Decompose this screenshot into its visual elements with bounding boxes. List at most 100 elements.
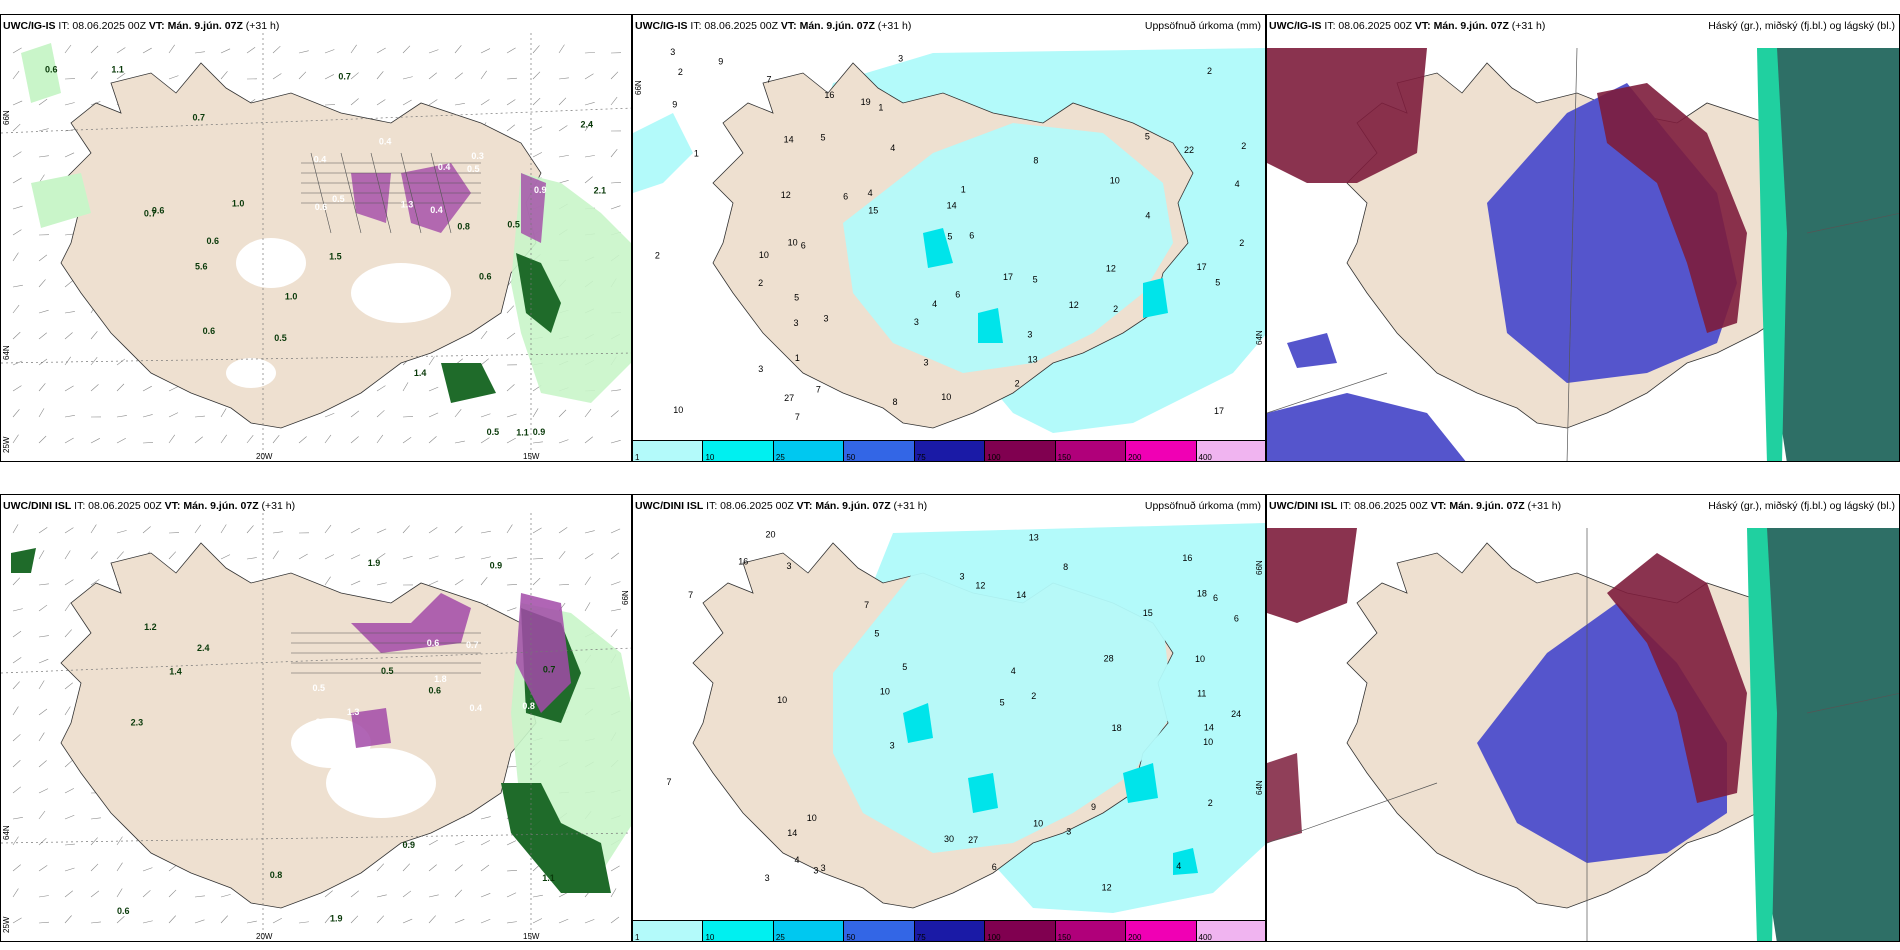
wind-barb [324,890,333,898]
wind-barb [220,408,227,418]
wind-barb [272,550,279,560]
wind-barb [532,71,541,80]
wind-barb [90,579,100,586]
value-label: 2 [1207,66,1212,76]
value-label: 15 [1143,608,1153,618]
wind-barb [402,416,414,418]
wind-barb [12,760,21,768]
wind-barb [584,102,595,106]
wind-barb [610,608,621,612]
wind-barb [38,604,48,612]
wind-barb [116,358,126,366]
value-label: 7 [816,384,821,394]
wind-barb [168,75,179,80]
wind-barb [90,524,97,534]
wind-barb [12,864,21,872]
wind-barb [454,72,463,80]
value-label: 0.5 [312,683,325,693]
value-label: 6 [992,862,997,872]
wind-barb [506,305,514,314]
wind-barb [506,892,517,898]
colorbar-tick: 10 [705,453,715,462]
wind-barb [402,918,413,924]
wind-barb [116,437,126,444]
wind-barb [350,890,359,898]
graticule [1,513,631,941]
wind-barb [12,524,19,534]
wind-barb [454,889,463,898]
value-label: 4 [932,299,937,309]
wind-barb [64,311,75,314]
precip-dark-green [501,783,611,893]
wind-barb [12,681,20,690]
wind-barb [428,412,439,418]
value-label: 2.3 [131,717,144,727]
glacier [226,358,276,388]
colorbar-cell: 10 [703,921,774,941]
wind-barb [376,47,386,54]
value-label: 2 [758,278,763,288]
wind-barb [168,889,177,898]
precip-dark-green [516,253,561,333]
value-label: 5 [821,132,826,142]
wind-barb [376,894,387,898]
wind-barb [480,864,490,872]
colorbar-cell: 25 [773,921,845,941]
precip-purple [351,708,391,748]
value-label: 0.7 [543,665,556,675]
value-label: 7 [666,777,671,787]
wind-barb [12,706,19,716]
panel-title: Háský (gr.), miðský (fj.bl.) og lágský (… [1708,20,1895,32]
wind-barb [558,125,568,132]
wind-barb [428,894,439,898]
wind-barb [64,527,74,534]
wind-barb [12,252,19,262]
wind-barb [64,550,71,560]
wind-barb [220,524,227,534]
value-label: 1.0 [285,292,298,302]
value-label: 0.8 [270,870,283,880]
wind-barb [376,385,386,392]
purple-label-layer: 0.4 0.3 0.9 1.3 0.4 0.5 0.4 0.5 0.6 0.4 [314,137,547,215]
colorbar-tick: 25 [775,453,785,462]
low-cloud [1762,48,1899,461]
value-label: 7 [767,74,772,84]
wind-barb [558,892,568,898]
value-label: 2 [1031,691,1036,701]
wind-barb [90,45,99,54]
value-label: 1 [961,184,966,194]
value-label: 2 [1015,379,1020,389]
wind-barb [454,103,465,106]
value-label: 0.4 [430,205,443,215]
value-label: 10 [941,392,951,402]
wind-barb [610,149,618,158]
value-label: 0.5 [467,164,480,174]
value-label: 10 [673,405,683,415]
value-label: 3 [758,364,763,374]
lon-label: 15W [523,932,540,941]
value-label: 12 [1106,263,1116,273]
wind-barb [610,389,621,392]
wind-barb [90,71,98,80]
lon-label: 20W [256,452,273,461]
value-label: 3 [959,571,964,581]
value-label: 9 [1091,802,1096,812]
wind-barb [64,760,73,768]
value-label: 0.4 [438,162,451,172]
wind-barb [246,435,254,444]
value-label: 1.1 [542,873,555,883]
wind-barb [324,412,335,418]
wind-barb [116,888,123,898]
wind-barb [610,916,620,924]
wind-barb [610,629,618,638]
colorbar-cell: 10 [703,441,774,462]
wind-barb [480,413,491,418]
wind-barb [402,863,411,872]
value-label: 17 [1003,272,1013,282]
wind-barb [64,385,74,392]
wind-barb [480,918,491,924]
mid-cloud [1287,333,1337,368]
wind-barb [350,436,359,444]
wind-barb [376,582,387,586]
wind-barb [194,524,202,534]
